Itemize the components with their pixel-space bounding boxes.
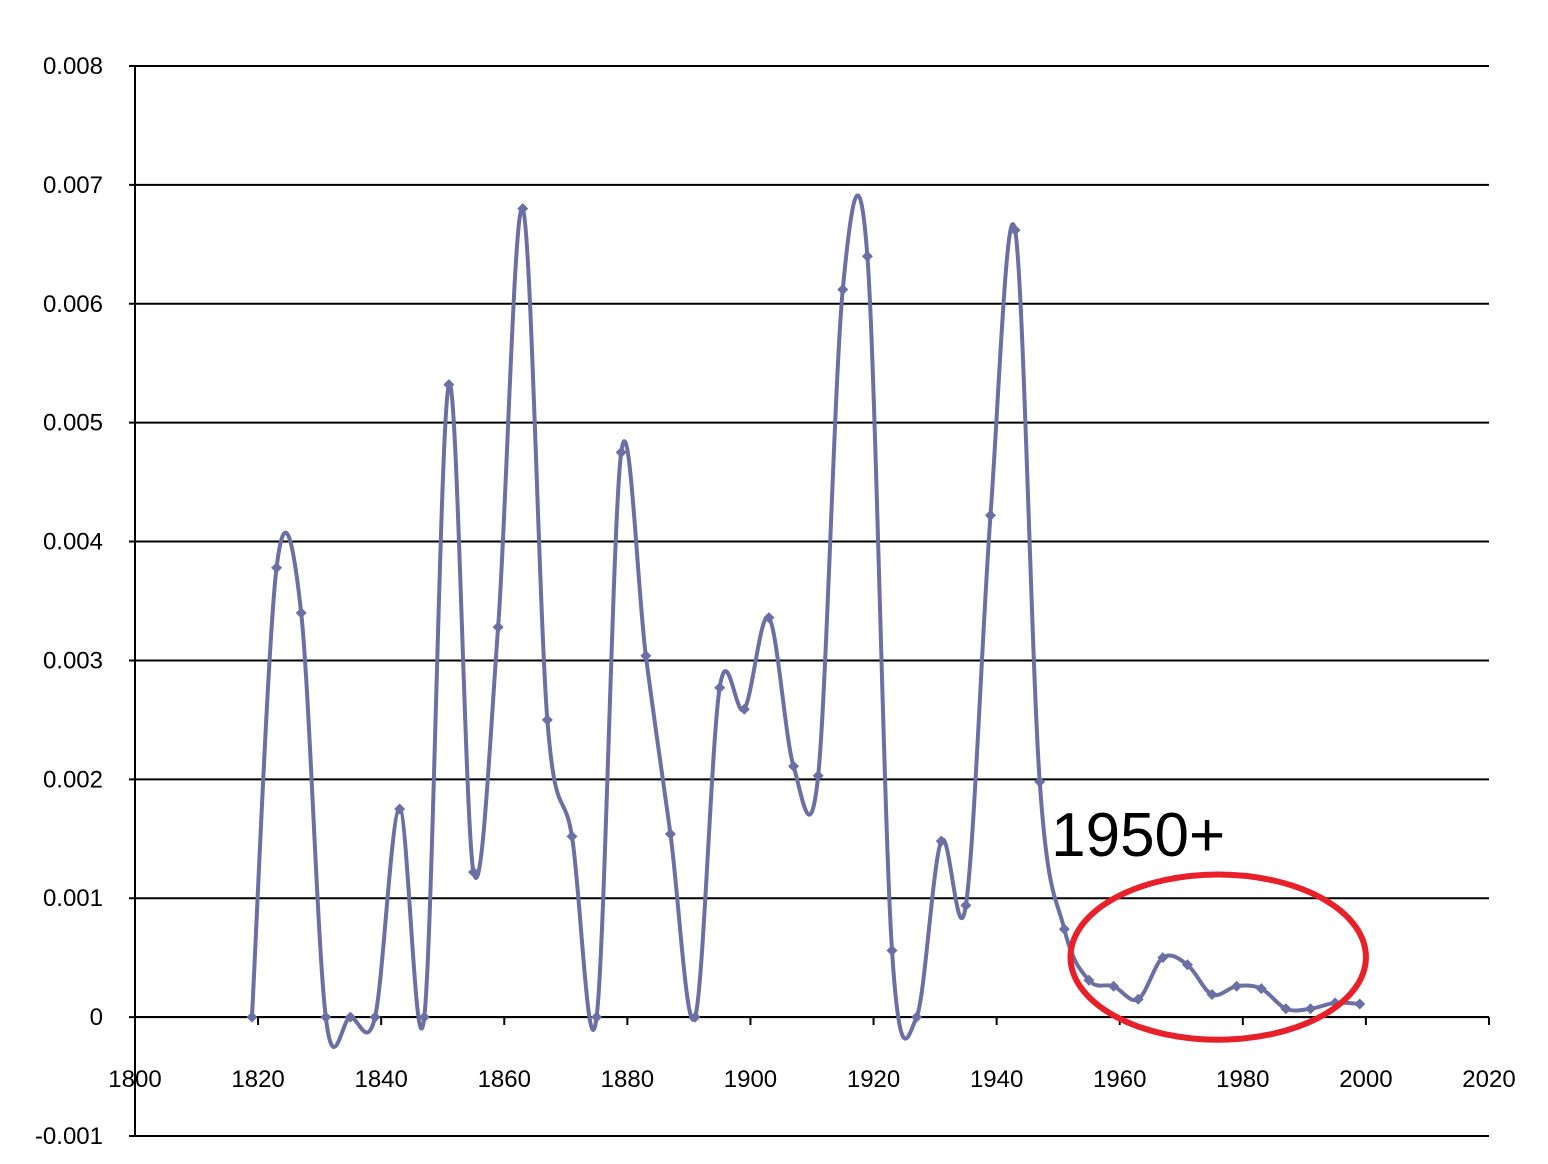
data-point [861,250,873,262]
x-tick-label: 1840 [354,1066,407,1093]
data-point [418,1011,430,1023]
data-point [1083,974,1095,986]
data-point [1108,980,1120,992]
data-point [1132,993,1144,1005]
data-point [640,650,652,662]
data-point [1034,776,1046,788]
y-tick-label: 0.008 [43,53,103,80]
y-tick-label: 0 [90,1004,103,1031]
data-point [615,446,627,458]
data-point [911,1011,923,1023]
data-point [1206,989,1218,1001]
data-point [369,1011,381,1023]
data-point [1231,980,1243,992]
data-point [295,607,307,619]
x-tick-label: 1980 [1216,1066,1269,1093]
x-tick-label: 1800 [108,1066,161,1093]
data-point [344,1011,356,1023]
data-point [886,945,898,957]
x-tick-label: 1920 [847,1066,900,1093]
y-tick-label: 0.003 [43,647,103,674]
data-point [1181,959,1193,971]
data-point [468,866,479,878]
x-tick-label: 2000 [1339,1066,1392,1093]
y-tick-labels: -0.001 0 0.001 0.002 0.003 0.004 0.005 0.006 0.0… [35,53,103,1150]
data-markers [246,203,1366,1023]
data-point [837,284,849,296]
data-point [1280,1003,1292,1015]
series-line [249,193,1360,1050]
data-point [664,828,676,840]
data-point [246,1011,258,1023]
data-point [1354,998,1366,1010]
data-point [812,770,824,782]
data-point [788,760,800,772]
x-tick-label: 2020 [1462,1066,1515,1093]
y-tick-label: 0.007 [43,172,103,199]
data-point [320,1011,332,1023]
data-point [935,835,947,847]
y-tick-label: 0.001 [43,885,103,912]
data-point [1058,923,1070,935]
data-point [1305,1003,1317,1015]
y-tick-label: 0.005 [43,410,103,437]
data-point [984,509,996,521]
x-tick-label: 1880 [601,1066,654,1093]
highlight-ellipse [1067,871,1369,1043]
data-point [1157,952,1169,964]
data-point [517,203,529,215]
axes [134,66,1490,1136]
data-point [1255,983,1267,995]
y-tick-label: 0.006 [43,291,103,318]
x-tick-label: 1900 [724,1066,777,1093]
data-point [394,803,406,815]
x-tick-labels: 1800 1820 1840 1860 1880 1900 1920 1940 1960 1980… [108,1066,1515,1093]
annotation-label: 1950+ [1051,801,1225,870]
y-tick-label: 0.002 [43,766,103,793]
data-point [566,830,578,842]
x-tick-label: 1940 [970,1066,1023,1093]
data-point [763,612,775,624]
data-point [960,899,972,911]
x-tick-label: 1960 [1093,1066,1146,1093]
data-point [714,682,726,694]
data-point [1009,224,1021,236]
annotation-group: 1950+ [1051,801,1369,1043]
data-series [249,193,1360,1050]
x-tick-label: 1820 [231,1066,284,1093]
gridlines [129,65,1489,1137]
data-point [591,1011,603,1023]
data-point [689,1011,701,1023]
data-point [443,379,455,391]
data-point [541,714,553,726]
y-tick-label: -0.001 [35,1123,103,1150]
y-tick-label: 0.004 [43,529,103,556]
data-point [271,562,283,574]
data-point [738,703,750,715]
data-point [492,621,504,633]
x-tick-label: 1860 [478,1066,531,1093]
